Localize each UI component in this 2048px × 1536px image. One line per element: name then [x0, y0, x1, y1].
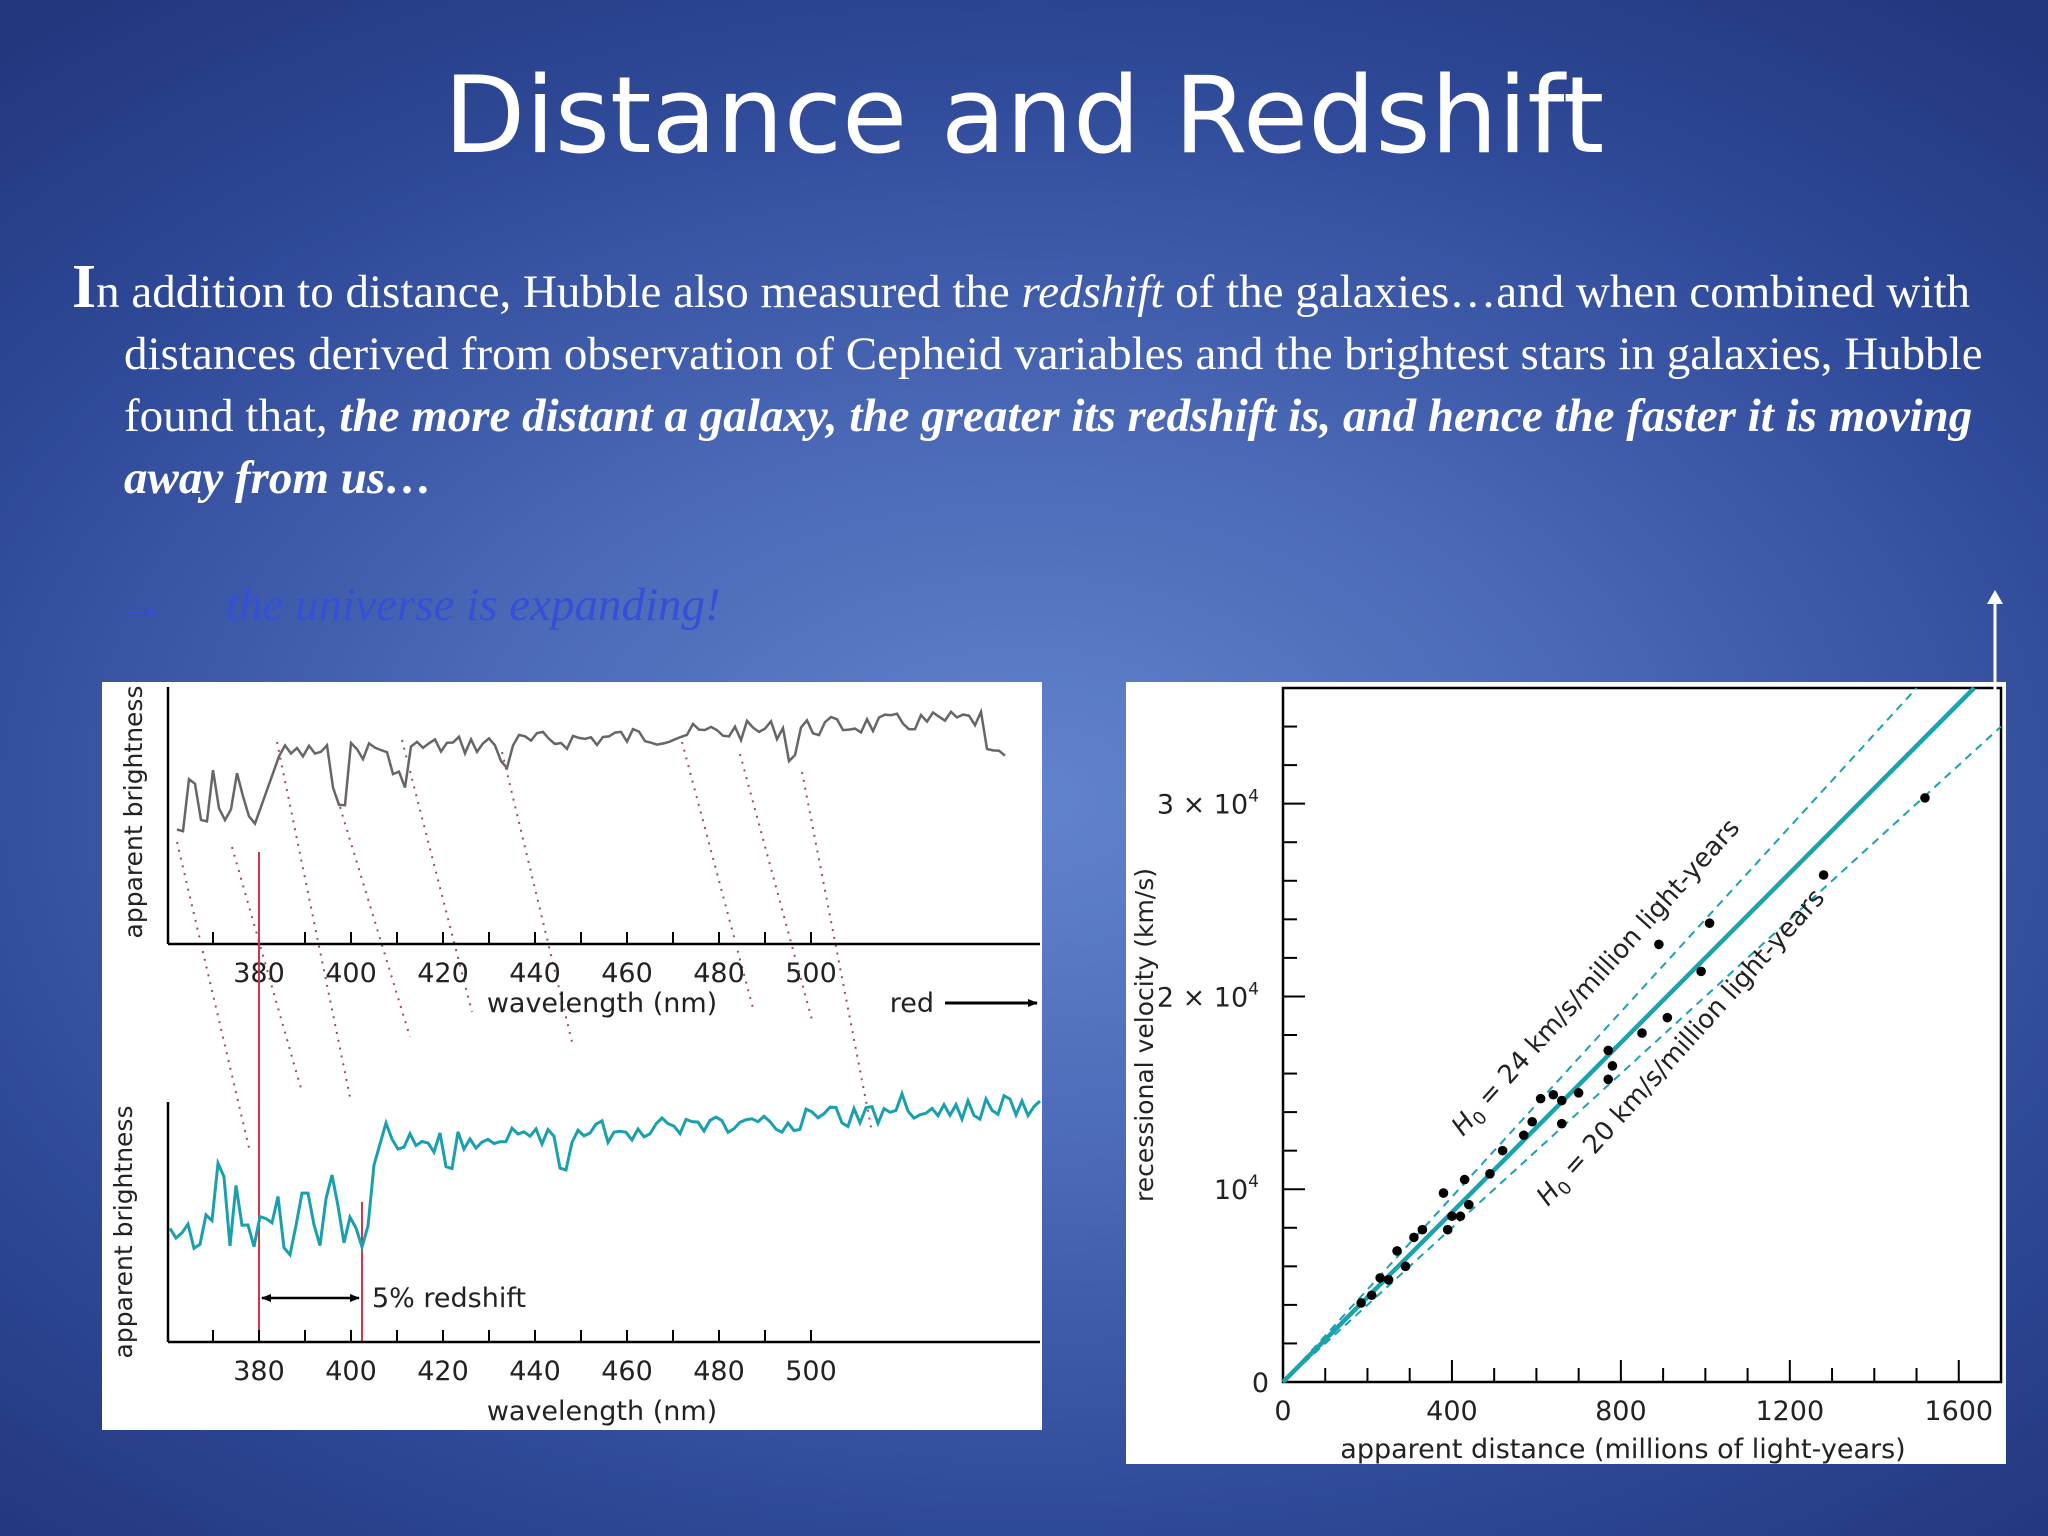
- galaxy-data-point: [1417, 1224, 1428, 1235]
- galaxy-data-point: [1356, 1298, 1366, 1308]
- para-text-3: of the galaxies…and when combined with d…: [124, 266, 1983, 442]
- bottom-xlabel: wavelength (nm): [487, 1396, 717, 1427]
- galaxy-data-point: [1662, 1012, 1673, 1023]
- wavelength-tick-label: 500: [785, 1356, 837, 1387]
- galaxy-data-point: [1366, 1290, 1377, 1301]
- galaxy-data-point: [1375, 1273, 1385, 1283]
- galaxy-data-point: [1556, 1118, 1567, 1129]
- hubble-svg: 0 400 800 1200 1600 0 104 2 × 104 3 × 104 appare…: [1130, 686, 2003, 1465]
- top-ylabel: apparent brightness: [119, 686, 148, 939]
- conclusion-line: → the universe is expanding!: [118, 578, 721, 632]
- fit-label-20: H0 = 20 km/s/million light-years: [1531, 883, 1834, 1214]
- para-emphasis: the more distant a galaxy, the greater i…: [124, 390, 1973, 504]
- wavelength-tick-label: 480: [693, 1356, 745, 1387]
- galaxy-data-point: [1442, 1224, 1453, 1235]
- galaxy-data-point: [1392, 1246, 1402, 1256]
- redshifted-spectrum-line: [168, 1089, 1042, 1259]
- red-label: red: [890, 988, 934, 1019]
- y-axis-label: recessional velocity (km/s): [1130, 868, 1159, 1202]
- top-xlabel: wavelength (nm): [487, 988, 717, 1019]
- x-axis-label: apparent distance (millions of light-yea…: [1340, 1434, 1905, 1464]
- wavelength-tick-label: 460: [601, 1356, 653, 1387]
- galaxy-data-point: [1518, 1130, 1529, 1141]
- wavelength-tick-label: 420: [417, 1356, 469, 1387]
- galaxy-data-point: [1485, 1169, 1495, 1179]
- galaxy-data-point: [1696, 966, 1706, 977]
- y-tick-label: 3 × 104: [1157, 787, 1259, 821]
- spectra-svg: apparent brightness 380 400 420 440 460 480 50…: [109, 686, 1042, 1427]
- drop-cap: I: [72, 253, 97, 321]
- wavelength-tick-label: 380: [233, 1356, 285, 1387]
- galaxy-data-point: [1455, 1211, 1466, 1222]
- slide-title: Distance and Redshift: [443, 54, 1605, 177]
- galaxy-data-point: [1603, 1045, 1614, 1056]
- right-arrow-icon: →: [118, 579, 165, 631]
- galaxy-data-point: [1818, 870, 1829, 880]
- galaxy-data-point: [1637, 1028, 1647, 1038]
- x-tick-label: 800: [1595, 1396, 1647, 1427]
- hubble-diagram: 0 400 800 1200 1600 0 104 2 × 104 3 × 104 appare…: [1126, 682, 2006, 1465]
- galaxy-data-point: [1535, 1093, 1546, 1104]
- galaxy-data-point: [1459, 1174, 1470, 1185]
- galaxy-data-point: [1548, 1089, 1559, 1100]
- wavelength-tick-label: 400: [325, 1356, 377, 1387]
- galaxy-data-point: [1603, 1074, 1614, 1085]
- conclusion-text: the universe is expanding!: [226, 579, 721, 631]
- galaxy-data-point: [1527, 1116, 1537, 1127]
- body-paragraph: In addition to distance, Hubble also mea…: [72, 256, 1992, 509]
- y-tick-label: 104: [1214, 1172, 1259, 1206]
- up-arrow-icon: [1987, 590, 2003, 690]
- para-redshift-word: redshift: [1021, 266, 1164, 318]
- para-text-1: n addition to distance, Hubble also meas…: [96, 266, 1022, 318]
- wavelength-tick-label: 440: [509, 1356, 561, 1387]
- wavelength-tick-label: 400: [325, 958, 377, 989]
- galaxy-data-point: [1704, 918, 1715, 928]
- galaxy-data-point: [1438, 1188, 1449, 1198]
- galaxy-data-point: [1400, 1261, 1411, 1272]
- galaxy-data-point: [1464, 1199, 1474, 1210]
- wavelength-tick-label: 440: [509, 958, 561, 989]
- wavelength-tick-label: 500: [785, 958, 837, 989]
- reference-spectrum-line: [176, 707, 1006, 833]
- x-tick-label: 0: [1274, 1396, 1291, 1427]
- galaxy-data-point: [1920, 793, 1930, 803]
- wavelength-tick-label: 480: [693, 958, 745, 989]
- galaxy-data-point: [1607, 1061, 1618, 1071]
- galaxy-data-point: [1409, 1232, 1419, 1243]
- galaxy-data-point: [1497, 1145, 1508, 1156]
- galaxy-data-point: [1383, 1275, 1394, 1285]
- fit-line-mean: [1281, 686, 1976, 1384]
- y-tick-label: 2 × 104: [1157, 979, 1259, 1013]
- x-tick-label: 400: [1426, 1396, 1478, 1427]
- fit-line-h24: [1282, 687, 1918, 1383]
- bottom-ylabel: apparent brightness: [109, 1106, 138, 1359]
- spectra-figure: apparent brightness 380 400 420 440 460 480 50…: [102, 682, 1042, 1430]
- x-tick-label: 1200: [1755, 1396, 1824, 1427]
- shift-connectors: [176, 739, 873, 1153]
- galaxy-data-point: [1573, 1088, 1584, 1098]
- y-tick-label: 0: [1252, 1368, 1269, 1399]
- galaxy-data-point: [1654, 939, 1664, 950]
- galaxy-data-point: [1447, 1211, 1457, 1222]
- wavelength-tick-label: 420: [417, 958, 469, 989]
- redshift-label: 5% redshift: [372, 1283, 526, 1314]
- x-tick-label: 1600: [1924, 1396, 1993, 1427]
- wavelength-tick-label: 460: [601, 958, 653, 989]
- galaxy-data-point: [1556, 1095, 1567, 1106]
